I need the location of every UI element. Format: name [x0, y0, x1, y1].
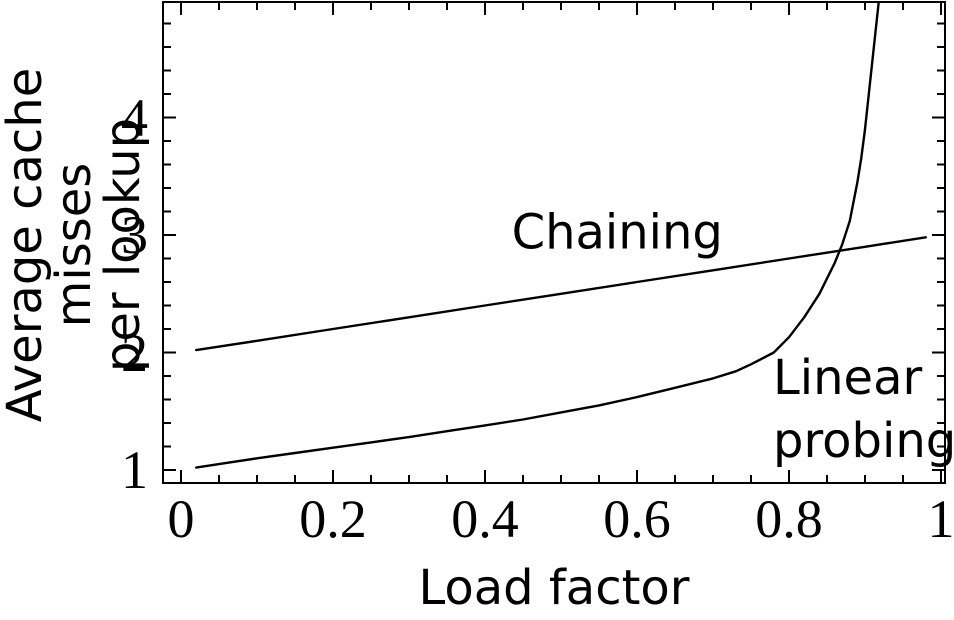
x-tick-label: 0: [167, 489, 195, 549]
x-axis-label: Load factor: [418, 560, 690, 616]
y-tick-label: 3: [121, 205, 148, 265]
chaining-curve: [194, 236, 927, 352]
x-tick-label: 0.6: [603, 489, 671, 549]
y-tick-label: 2: [121, 322, 148, 383]
x-tick-label: 0.2: [299, 489, 367, 549]
x-tick-label: 0.4: [451, 489, 519, 549]
x-tick-label: 1: [927, 489, 954, 549]
chaining-series-label: Chaining: [511, 203, 723, 260]
plot-frame: [162, 1, 946, 484]
y-tick-label: 4: [121, 87, 148, 148]
linear-probing-series-label: Linear probing: [773, 349, 954, 469]
x-tick-label: 0.8: [755, 489, 823, 549]
linear-probing-curve: [194, 2, 880, 469]
y-tick-label: 1: [121, 440, 148, 500]
